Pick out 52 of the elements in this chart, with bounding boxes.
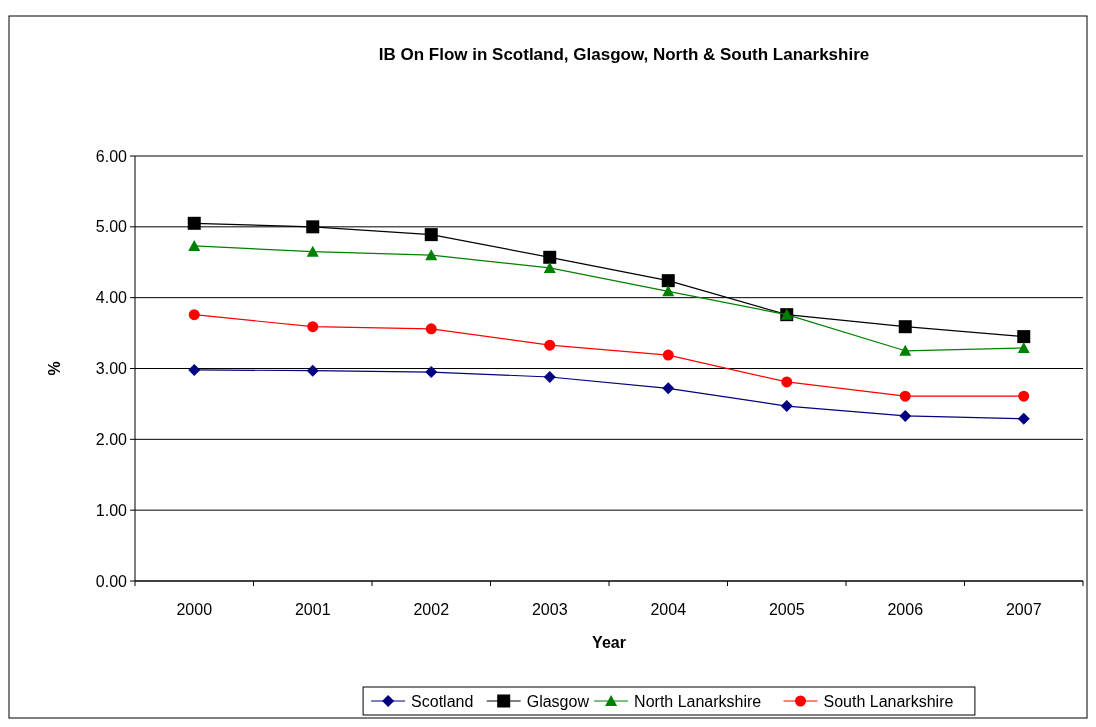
y-tick-label: 1.00 (95, 501, 128, 519)
point (543, 261, 556, 273)
point (425, 249, 438, 261)
x-tick-label: 2001 (294, 601, 331, 618)
point (187, 216, 201, 230)
x-tick-label: 2002 (413, 601, 450, 618)
point (425, 366, 438, 379)
legend-label: South Lanarkshire (823, 692, 954, 710)
point (188, 363, 201, 376)
point (898, 320, 912, 334)
point (543, 371, 556, 383)
point (1017, 330, 1031, 344)
y-tick-label: 2.00 (95, 430, 128, 448)
x-tick-label: 2003 (531, 601, 568, 618)
point (306, 245, 319, 257)
point (543, 250, 557, 264)
point (544, 339, 556, 351)
y-tick-label: 4.00 (95, 289, 128, 307)
point (899, 390, 911, 402)
legend-label: North Lanarkshire (634, 692, 762, 710)
x-tick-label: 2007 (1005, 601, 1042, 618)
x-axis-title: Year (592, 634, 626, 651)
point (307, 321, 319, 333)
x-tick-label: 2005 (768, 601, 805, 618)
y-axis-title: % (46, 361, 63, 376)
x-tick-label: 2000 (176, 601, 213, 618)
x-tick-label: 2006 (887, 601, 924, 618)
legend-label: Scotland (411, 692, 474, 710)
chart-title: IB On Flow in Scotland, Glasgow, North & South Lanarkshire (378, 45, 870, 64)
y-tick-label: 0.00 (95, 572, 128, 590)
point (425, 323, 437, 335)
point (1017, 412, 1030, 425)
y-tick-label: 6.00 (95, 147, 128, 165)
point (306, 364, 319, 377)
point (1017, 341, 1030, 353)
point (662, 285, 675, 297)
legend-label: Glasgow (526, 692, 590, 710)
point (1018, 390, 1030, 402)
point (188, 239, 201, 251)
point (662, 382, 675, 395)
point (661, 274, 675, 288)
point (662, 349, 674, 361)
y-tick-label: 3.00 (95, 360, 128, 378)
point (306, 220, 320, 234)
point (424, 228, 438, 242)
x-tick-label: 2004 (650, 601, 687, 618)
point (899, 344, 912, 356)
y-tick-label: 5.00 (95, 218, 128, 236)
point (899, 409, 912, 422)
point (781, 376, 793, 388)
point (780, 400, 793, 413)
point (188, 309, 200, 321)
